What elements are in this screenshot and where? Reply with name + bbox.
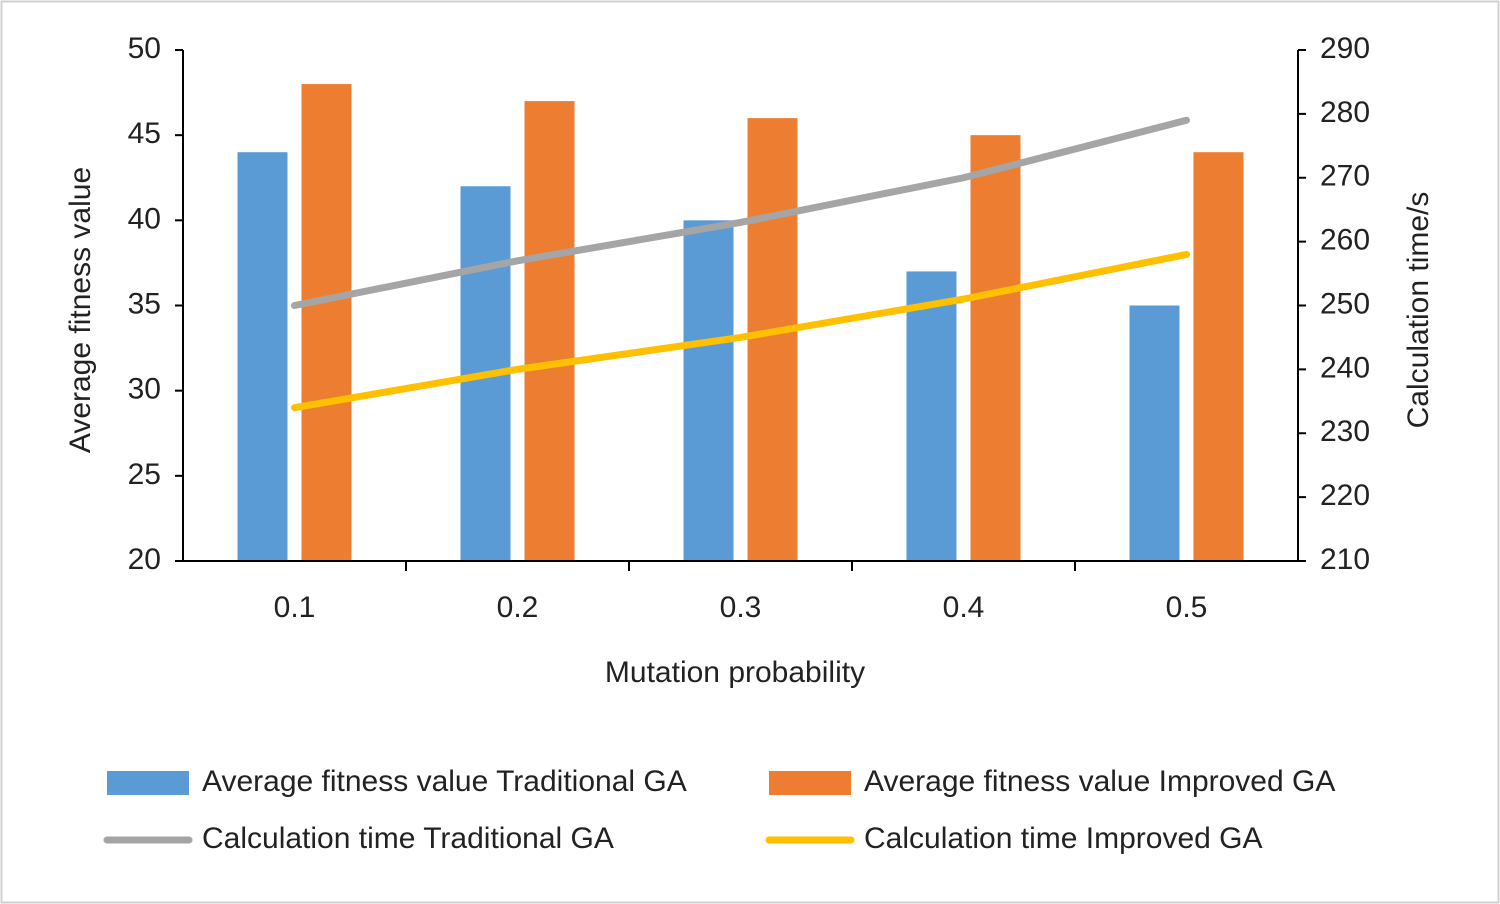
bar [301,84,352,562]
x-axis-title: Mutation probability [605,656,865,689]
bar [1193,152,1244,561]
line [291,116,1190,309]
y2-tick-label: 260 [1320,224,1370,257]
y-tick-label: 20 [128,543,161,576]
bar [747,118,798,561]
bar [1129,305,1180,561]
x-tick-label: 0.4 [943,591,985,624]
y2-tick-label: 280 [1320,96,1370,129]
y-axis-title: Average fitness value [64,167,97,453]
y2-tick-label: 290 [1320,32,1370,65]
bar [683,220,734,562]
y-tick-label: 50 [128,32,161,65]
x-tick-label: 0.3 [720,591,762,624]
legend-label: Calculation time Traditional GA [202,822,614,855]
y2-tick-label: 210 [1320,543,1370,576]
y2-axis-title: Calculation time/s [1402,192,1435,429]
x-tick-label: 0.1 [274,591,316,624]
line [291,250,1190,412]
y2-tick-label: 270 [1320,160,1370,193]
y-tick-label: 45 [128,117,161,150]
bar [237,152,288,561]
bar [970,135,1021,561]
legend-swatch [769,771,851,795]
legend-label: Average fitness value Improved GA [864,765,1335,798]
y2-tick-label: 230 [1320,415,1370,448]
bar [524,101,575,561]
x-tick-label: 0.5 [1166,591,1208,624]
y2-tick-label: 250 [1320,287,1370,320]
x-tick-label: 0.2 [497,591,539,624]
bar [906,271,957,561]
legend-swatch [107,771,189,795]
y-tick-label: 30 [128,373,161,406]
y-tick-label: 25 [128,458,161,491]
legend-label: Calculation time Improved GA [864,822,1263,855]
y-tick-label: 35 [128,287,161,320]
legend-label: Average fitness value Traditional GA [202,765,687,798]
y-tick-label: 40 [128,202,161,235]
y2-tick-label: 220 [1320,479,1370,512]
y2-tick-label: 240 [1320,351,1370,384]
